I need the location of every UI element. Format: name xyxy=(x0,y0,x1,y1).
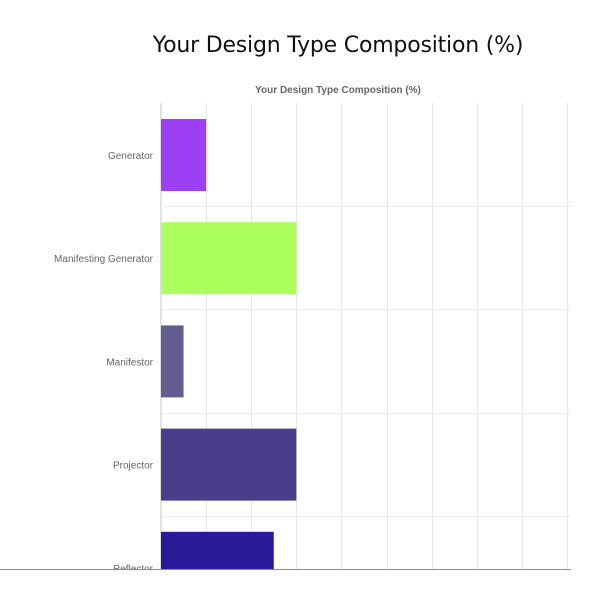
category-labels: Generator Manifesting Generator Manifestor… xyxy=(54,151,154,575)
bar-projector[interactable] xyxy=(161,428,297,501)
bar-reflector[interactable] xyxy=(161,531,274,569)
category-label-manifesting-generator: Manifesting Generator xyxy=(54,254,154,265)
category-label-projector: Projector xyxy=(113,461,154,472)
bottom-mask xyxy=(0,570,600,601)
page-title: Your Design Type Composition (%) xyxy=(152,33,524,58)
bar-manifestor[interactable] xyxy=(161,325,184,398)
bar-generator[interactable] xyxy=(161,119,207,191)
axis-layer xyxy=(0,103,600,601)
grid-layer xyxy=(161,103,571,569)
bar-manifesting-generator[interactable] xyxy=(161,222,297,295)
chart-title: Your Design Type Composition (%) xyxy=(255,85,421,96)
category-label-manifestor: Manifestor xyxy=(106,357,153,368)
category-label-generator: Generator xyxy=(108,151,154,162)
bar-layer xyxy=(161,119,297,569)
